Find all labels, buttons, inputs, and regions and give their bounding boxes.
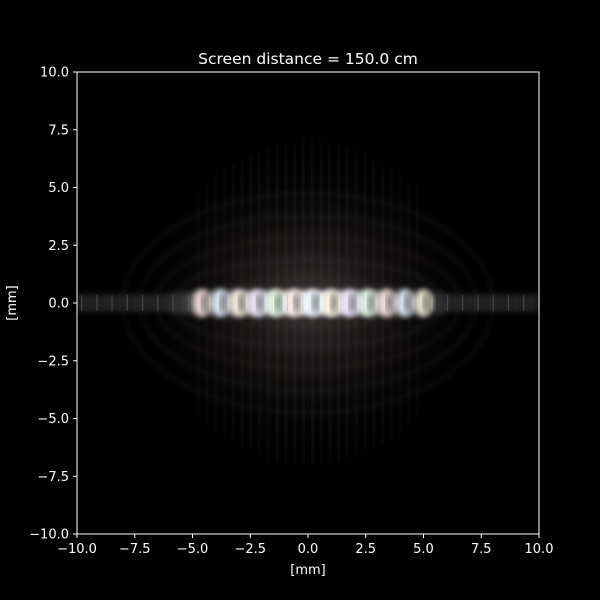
- dark-fringe: [312, 293, 319, 313]
- dark-fringe: [331, 293, 338, 313]
- y-tick-label: −5.0: [37, 412, 69, 427]
- x-tick-label: −7.5: [119, 542, 151, 557]
- dark-fringe: [368, 293, 375, 313]
- y-tick-label: 5.0: [48, 181, 69, 196]
- y-tick-label: −7.5: [37, 470, 69, 485]
- x-axis-label: [mm]: [290, 563, 325, 578]
- x-tick-label: −2.5: [234, 542, 266, 557]
- x-tick-label: −5.0: [177, 542, 209, 557]
- x-tick-label: 7.5: [471, 542, 492, 557]
- y-tick-label: 2.5: [48, 239, 69, 254]
- dark-fringe: [201, 293, 208, 313]
- dark-fringe: [238, 293, 245, 313]
- x-tick-label: 5.0: [413, 542, 434, 557]
- y-tick-label: −2.5: [37, 354, 69, 369]
- y-tick-label: 10.0: [40, 66, 69, 81]
- x-axis-ticks: −10.0 −7.5 −5.0 −2.5 0.0 2.5 5.0 7.5 10.0: [57, 534, 553, 557]
- dark-fringe: [423, 293, 430, 313]
- dark-fringe: [220, 293, 227, 313]
- y-axis-ticks: −10.0 −7.5 −5.0 −2.5 0.0 2.5 5.0 7.5 10.0: [29, 66, 77, 543]
- y-tick-label: 7.5: [48, 123, 69, 138]
- y-tick-label: −10.0: [29, 528, 69, 543]
- y-axis-label: [mm]: [5, 285, 20, 320]
- diffraction-image: [77, 141, 539, 465]
- y-tick-label: 0.0: [48, 297, 69, 312]
- x-tick-label: 0.0: [298, 542, 319, 557]
- x-tick-label: −10.0: [57, 542, 97, 557]
- chart-title: Screen distance = 150.0 cm: [198, 50, 418, 68]
- dark-fringe: [405, 293, 412, 313]
- dark-fringe: [275, 293, 282, 313]
- dark-fringe: [257, 293, 264, 313]
- dark-fringe: [386, 293, 393, 313]
- dark-fringe: [294, 293, 301, 313]
- x-tick-label: 2.5: [355, 542, 376, 557]
- x-tick-label: 10.0: [525, 542, 554, 557]
- dark-fringe: [349, 293, 356, 313]
